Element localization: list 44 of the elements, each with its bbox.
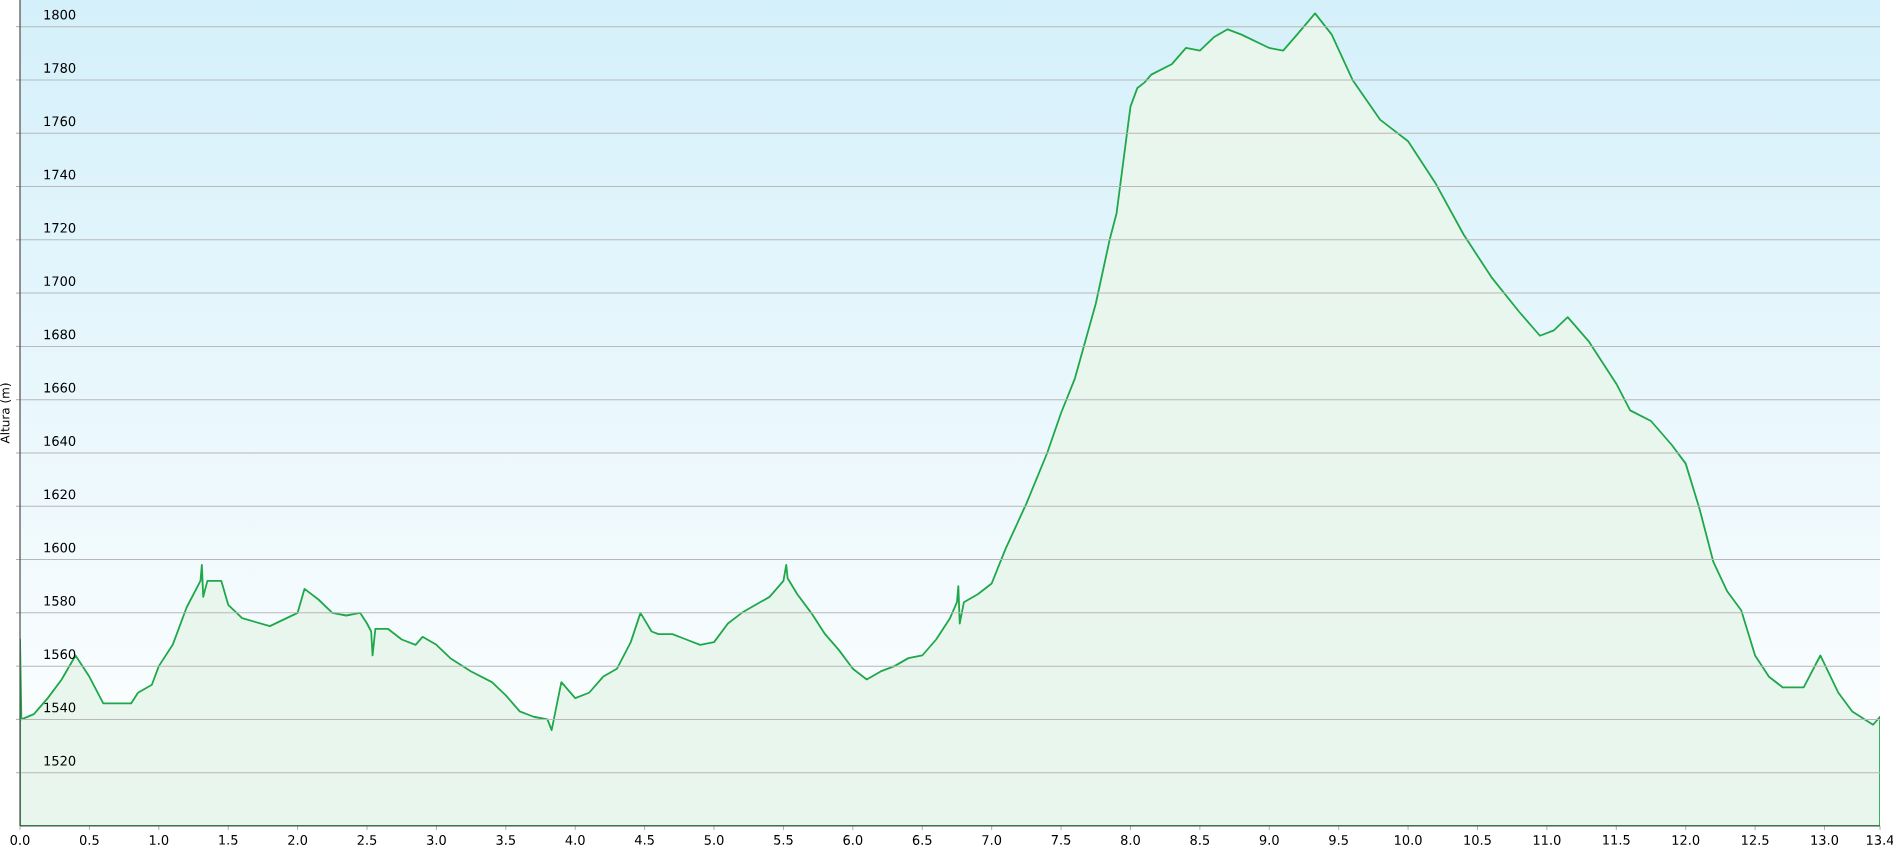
y-tick-label: 1540 xyxy=(44,702,76,713)
x-tick-label: 8.0 xyxy=(1121,835,1140,845)
x-tick-label: 6.5 xyxy=(912,835,932,845)
y-tick-label: 1660 xyxy=(44,382,76,393)
y-tick-label: 1680 xyxy=(44,329,76,340)
y-tick-label: 1800 xyxy=(44,9,76,20)
x-tick-label: 7.5 xyxy=(1051,835,1071,845)
x-tick-label: 11.0 xyxy=(1533,835,1561,845)
x-tick-label: 12.5 xyxy=(1742,835,1769,845)
x-tick-label: 10.0 xyxy=(1395,835,1422,845)
x-tick-label: 5.0 xyxy=(704,835,724,845)
y-tick-label: 1780 xyxy=(44,63,76,73)
y-tick-label: 1760 xyxy=(44,116,76,127)
x-tick-label: 3.5 xyxy=(496,835,516,845)
y-tick-label: 1580 xyxy=(44,595,76,606)
x-tick-label: 13.4 xyxy=(1866,835,1893,845)
x-tick-label: 2.5 xyxy=(357,835,377,845)
y-tick-label: 1600 xyxy=(44,542,76,553)
x-tick-label: 6.0 xyxy=(843,835,863,845)
y-tick-label: 1560 xyxy=(44,649,76,660)
y-tick-label: 1620 xyxy=(44,489,76,500)
x-tick-label: 0.5 xyxy=(79,835,99,845)
x-tick-label: 4.5 xyxy=(634,835,654,845)
y-tick-label: 1520 xyxy=(44,755,76,766)
x-tick-label: 10.5 xyxy=(1464,835,1491,845)
x-tick-label: 2.0 xyxy=(288,835,308,845)
x-tick-label: 9.5 xyxy=(1329,835,1348,845)
x-tick-label: 1.5 xyxy=(219,835,238,845)
x-tick-label: 8.5 xyxy=(1190,835,1210,845)
x-tick-label: 12.0 xyxy=(1672,835,1700,845)
x-tick-label: 7.0 xyxy=(982,835,1002,845)
y-tick-label: 1700 xyxy=(44,276,76,287)
x-tick-label: 0.0 xyxy=(10,835,30,845)
x-tick-label: 9.0 xyxy=(1259,835,1279,845)
y-axis-title: Altura (m) xyxy=(0,383,11,444)
x-tick-label: 1.0 xyxy=(149,835,169,845)
y-tick-label: 1740 xyxy=(44,169,76,180)
y-tick-label: 1720 xyxy=(44,222,76,233)
x-tick-label: 13.0 xyxy=(1811,835,1839,845)
x-tick-label: 5.5 xyxy=(774,835,793,845)
x-tick-label: 3.0 xyxy=(427,835,446,845)
x-tick-label: 4.0 xyxy=(565,835,585,845)
x-tick-label: 11.5 xyxy=(1603,835,1630,845)
y-tick-label: 1640 xyxy=(44,436,76,446)
